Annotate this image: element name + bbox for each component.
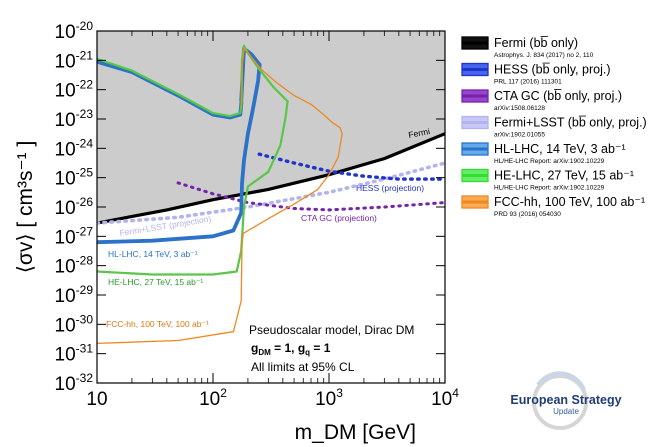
legend-label: HL-LHC, 14 TeV, 3 ab⁻¹ [494,142,626,156]
y-tick-label: 10-31 [55,342,94,366]
note-model: Pseudoscalar model, Dirac DM [249,323,414,337]
legend-label: HE-LHC, 27 TeV, 15 ab⁻¹ [494,169,634,183]
series-he-lhc-core [97,44,289,275]
annotation-hl-lhc: HL-LHC, 14 TeV, 3 ab⁻¹ [108,249,198,259]
y-tick-label: 10-29 [55,283,94,307]
annotation-fcc-hh: FCC-hh, 100 TeV, 100 ab⁻¹ [106,319,209,329]
y-axis-label: ⟨σv⟩ [ cm³s⁻¹ ] [14,141,37,274]
x-tick-label: 10 [86,389,107,410]
series-fermi-lsst [97,161,445,225]
legend-reference: Astrophys. J. 834 (2017) no 2, 110 [494,52,594,59]
x-tick-label: 102 [199,386,227,410]
legend-label: Fermi+LSST (bb̅ only, proj.) [494,116,647,130]
series-layer [97,44,445,345]
logo-ring-icon [532,374,588,430]
x-tick-label: 104 [431,386,459,410]
annotation-fermi: Fermi [407,126,430,140]
logo-swoosh-icon [536,371,586,391]
legend-reference: HL/HE-LHC Report: arXiv:1902.10229 [494,185,605,192]
european-strategy-logo: European Strategy Update [510,371,622,430]
y-tick-label: 10-21 [55,48,94,72]
tick-layer: 10-20 10-21 10-22 10-23 10-24 10-25 10-26 10-27… [55,19,460,410]
legend-reference: PRL 117 (2016) 111301 [494,79,562,86]
annotation-he-lhc: HE-LHC, 27 TeV, 15 ab⁻¹ [108,277,203,287]
fermi-excluded-region [97,31,445,224]
y-tick-label: 10-32 [55,371,94,395]
note-cl: All limits at 95% CL [251,360,355,374]
y-tick-label: 10-25 [55,166,94,190]
legend: Fermi (bb̅ only) Astrophys. J. 834 (2017)… [461,36,647,218]
series-hl-lhc-low [97,59,244,120]
y-tick-label: 10-24 [55,136,94,160]
series-cta-gc [176,181,445,212]
legend-label: HESS (bb̅ only, proj.) [494,63,610,77]
y-tick-label: 10-20 [55,19,94,43]
legend-label: FCC-hh, 100 TeV, 100 ab⁻¹ [494,195,645,209]
legend-label: CTA GC (bb̅ only, proj.) [494,89,622,103]
y-tick-label: 10-28 [55,254,94,278]
legend-reference: PRD 93 (2016) 054030 [494,211,561,218]
note-couplings: gDM = 1, gq = 1 [251,341,331,357]
annotation-hess: HESS (projection) [356,183,424,193]
series-hess [257,152,445,181]
x-tick-label: 103 [315,386,343,410]
series-he-lhc-low-core [97,58,242,117]
series-fermi [97,132,445,225]
y-tick-label: 10-23 [55,107,94,131]
y-tick-label: 10-27 [55,224,94,248]
logo-line1: European Strategy [510,393,621,407]
series-fcc-hh [97,47,343,345]
legend-reference: arXiv:1902.01055 [494,132,545,139]
x-axis-label: m_DM [GeV] [295,421,416,444]
logo-line2: Update [553,407,579,416]
legend-label: Fermi (bb̅ only) [494,36,578,50]
annotation-cta: CTA GC (projection) [301,213,377,223]
y-tick-label: 10-22 [55,78,94,102]
legend-reference: HL/HE-LHC Report: arXiv:1902.10229 [494,158,605,165]
y-tick-label: 10-26 [55,195,94,219]
y-tick-label: 10-30 [55,312,94,336]
legend-reference: arXiv:1508.06128 [494,105,545,112]
series-hl-lhc [97,46,262,245]
